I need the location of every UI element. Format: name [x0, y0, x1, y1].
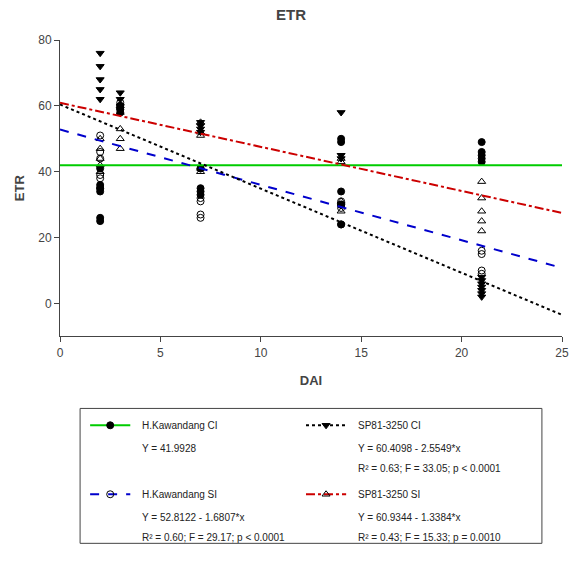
svg-text:R² = 0.63; F = 33.05; p < 0.00: R² = 0.63; F = 33.05; p < 0.0001 — [358, 463, 501, 474]
svg-text:R² = 0.60; F = 29.17; p < 0.00: R² = 0.60; F = 29.17; p < 0.0001 — [142, 532, 285, 543]
svg-text:Y = 52.8122 - 1.6807*x: Y = 52.8122 - 1.6807*x — [142, 512, 244, 523]
svg-text:20: 20 — [455, 346, 469, 360]
svg-text:15: 15 — [355, 346, 369, 360]
svg-text:20: 20 — [38, 231, 52, 245]
svg-text:DAI: DAI — [300, 373, 322, 388]
svg-text:60: 60 — [38, 99, 52, 113]
svg-text:0: 0 — [45, 297, 52, 311]
svg-text:R² = 0.43; F = 15.33; p = 0.00: R² = 0.43; F = 15.33; p = 0.0010 — [358, 532, 501, 543]
svg-text:0: 0 — [57, 346, 64, 360]
svg-text:Y = 41.9928: Y = 41.9928 — [142, 443, 196, 454]
svg-text:H.Kawandang CI: H.Kawandang CI — [142, 420, 218, 431]
svg-text:Y = 60.4098 - 2.5549*x: Y = 60.4098 - 2.5549*x — [358, 443, 460, 454]
svg-text:80: 80 — [38, 33, 52, 47]
svg-text:H.Kawandang SI: H.Kawandang SI — [142, 489, 217, 500]
svg-text:SP81-3250 CI: SP81-3250 CI — [358, 420, 421, 431]
svg-text:40: 40 — [38, 165, 52, 179]
svg-text:10: 10 — [254, 346, 268, 360]
svg-text:SP81-3250 SI: SP81-3250 SI — [358, 489, 420, 500]
svg-text:25: 25 — [555, 346, 569, 360]
svg-text:Y = 60.9344 - 1.3384*x: Y = 60.9344 - 1.3384*x — [358, 512, 460, 523]
svg-text:ETR: ETR — [276, 6, 306, 23]
svg-text:ETR: ETR — [12, 175, 27, 202]
svg-text:5: 5 — [157, 346, 164, 360]
